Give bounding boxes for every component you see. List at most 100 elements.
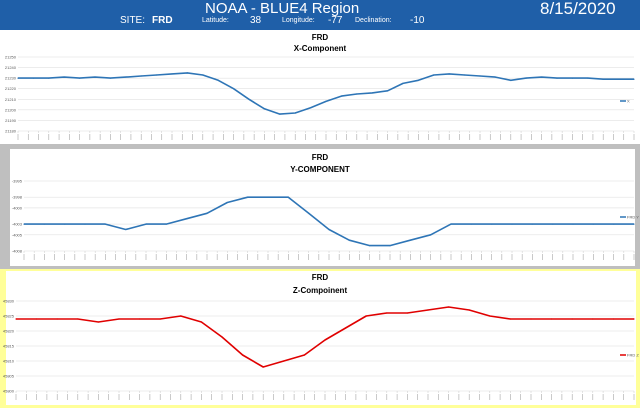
y-tick-label: 21220 bbox=[5, 86, 17, 91]
y-tick-label: 45825 bbox=[3, 314, 15, 319]
data-point bbox=[104, 223, 106, 225]
y-tick-label: -4000 bbox=[12, 205, 23, 210]
y-tick-label: -4008 bbox=[12, 249, 23, 254]
data-point bbox=[294, 112, 296, 114]
data-point bbox=[325, 100, 327, 102]
z-chart-subtitle: Z-Compoinent bbox=[292, 286, 348, 295]
y-tick-label: 21190 bbox=[5, 118, 17, 123]
data-point bbox=[602, 78, 604, 80]
y-tick-label: 21180 bbox=[5, 129, 17, 134]
data-point bbox=[448, 306, 450, 308]
latitude-value: 38 bbox=[250, 15, 262, 26]
data-point bbox=[109, 77, 111, 79]
y-chart-subtitle: Y-COMPONENT bbox=[290, 165, 350, 174]
declination-label: Declination: bbox=[355, 17, 392, 24]
x-component-panel: FRD X-Component 21250 21240 21230 21220 2121… bbox=[0, 31, 640, 144]
data-point bbox=[612, 318, 615, 320]
data-point bbox=[139, 318, 141, 320]
data-point bbox=[94, 76, 96, 78]
data-point bbox=[530, 318, 532, 320]
data-point bbox=[369, 245, 371, 247]
data-point bbox=[125, 228, 127, 231]
data-point bbox=[389, 245, 391, 247]
data-point bbox=[509, 318, 511, 320]
data-point bbox=[525, 77, 527, 79]
data-point bbox=[159, 318, 161, 320]
data-point bbox=[248, 98, 250, 100]
data-point bbox=[592, 318, 594, 320]
data-point bbox=[571, 318, 573, 320]
data-point bbox=[427, 309, 429, 311]
series-line bbox=[24, 196, 634, 247]
report-date: 8/15/2020 bbox=[540, 0, 616, 18]
y-tick-label: 45810 bbox=[3, 359, 15, 364]
data-point bbox=[171, 73, 173, 75]
data-point bbox=[387, 90, 389, 92]
site-value: FRD bbox=[152, 15, 173, 26]
data-point bbox=[491, 223, 493, 225]
data-point bbox=[633, 78, 635, 80]
z-component-chart: 45830 45825 45820 45815 45810 45805 45800 FRD Z bbox=[3, 299, 639, 400]
data-point bbox=[23, 223, 25, 225]
data-point bbox=[489, 315, 491, 317]
y-tick-label: 21250 bbox=[5, 55, 17, 60]
legend-label: FRD Z bbox=[627, 353, 639, 358]
data-point bbox=[156, 74, 158, 76]
data-point bbox=[125, 76, 127, 78]
data-point bbox=[531, 223, 533, 225]
data-point bbox=[77, 318, 79, 320]
data-point bbox=[633, 318, 635, 320]
latitude-label: Latitude: bbox=[202, 17, 229, 24]
data-point bbox=[267, 196, 269, 198]
data-point bbox=[356, 93, 358, 95]
data-point bbox=[303, 354, 305, 356]
data-point bbox=[17, 77, 19, 79]
z-chart-title: FRD bbox=[311, 273, 329, 282]
data-point bbox=[79, 77, 81, 79]
series-line bbox=[18, 72, 634, 115]
data-point bbox=[200, 321, 202, 323]
data-point bbox=[328, 228, 330, 231]
data-point bbox=[613, 223, 615, 225]
data-point bbox=[371, 92, 373, 94]
y-tick-label: -3995 bbox=[12, 179, 23, 184]
data-point bbox=[464, 74, 466, 76]
data-point bbox=[283, 360, 285, 362]
data-point bbox=[145, 223, 147, 225]
data-point bbox=[43, 223, 45, 225]
data-point bbox=[468, 309, 470, 311]
y-tick-label: 21200 bbox=[5, 107, 17, 112]
data-point bbox=[409, 239, 411, 241]
data-point bbox=[233, 88, 235, 90]
legend-label: FRD Y bbox=[627, 215, 639, 220]
data-point bbox=[262, 366, 264, 368]
x-chart-title: FRD bbox=[311, 33, 329, 42]
data-point bbox=[56, 318, 58, 320]
data-point bbox=[63, 76, 65, 78]
data-point bbox=[430, 234, 432, 236]
data-point bbox=[470, 223, 472, 225]
data-point bbox=[340, 95, 342, 97]
y-tick-label: 45805 bbox=[3, 374, 15, 379]
data-point bbox=[386, 312, 388, 314]
data-point bbox=[556, 77, 558, 79]
data-point bbox=[221, 336, 223, 338]
y-tick-label: 21210 bbox=[5, 97, 17, 102]
y-tick-label: 21230 bbox=[5, 76, 17, 81]
y-component-chart: -3995 -3998 -4000 -4003 -4005 -4008 FRD Y bbox=[12, 179, 639, 260]
data-point bbox=[541, 76, 543, 78]
y-tick-label: -4005 bbox=[12, 232, 23, 237]
data-point bbox=[633, 223, 635, 225]
y-component-panel: FRD Y-COMPONENT -3995 -3998 -4000 -4003 -400… bbox=[0, 145, 640, 269]
data-point bbox=[202, 74, 204, 76]
data-point bbox=[417, 79, 419, 81]
data-point bbox=[308, 212, 310, 214]
data-point bbox=[263, 108, 265, 110]
data-point bbox=[206, 212, 208, 214]
y-tick-label: -4003 bbox=[12, 222, 23, 227]
data-point bbox=[64, 223, 66, 225]
data-point bbox=[48, 77, 50, 79]
y-tick-label: 45815 bbox=[3, 344, 15, 349]
z-chart-plot-bg bbox=[6, 271, 636, 405]
data-point bbox=[551, 318, 553, 320]
